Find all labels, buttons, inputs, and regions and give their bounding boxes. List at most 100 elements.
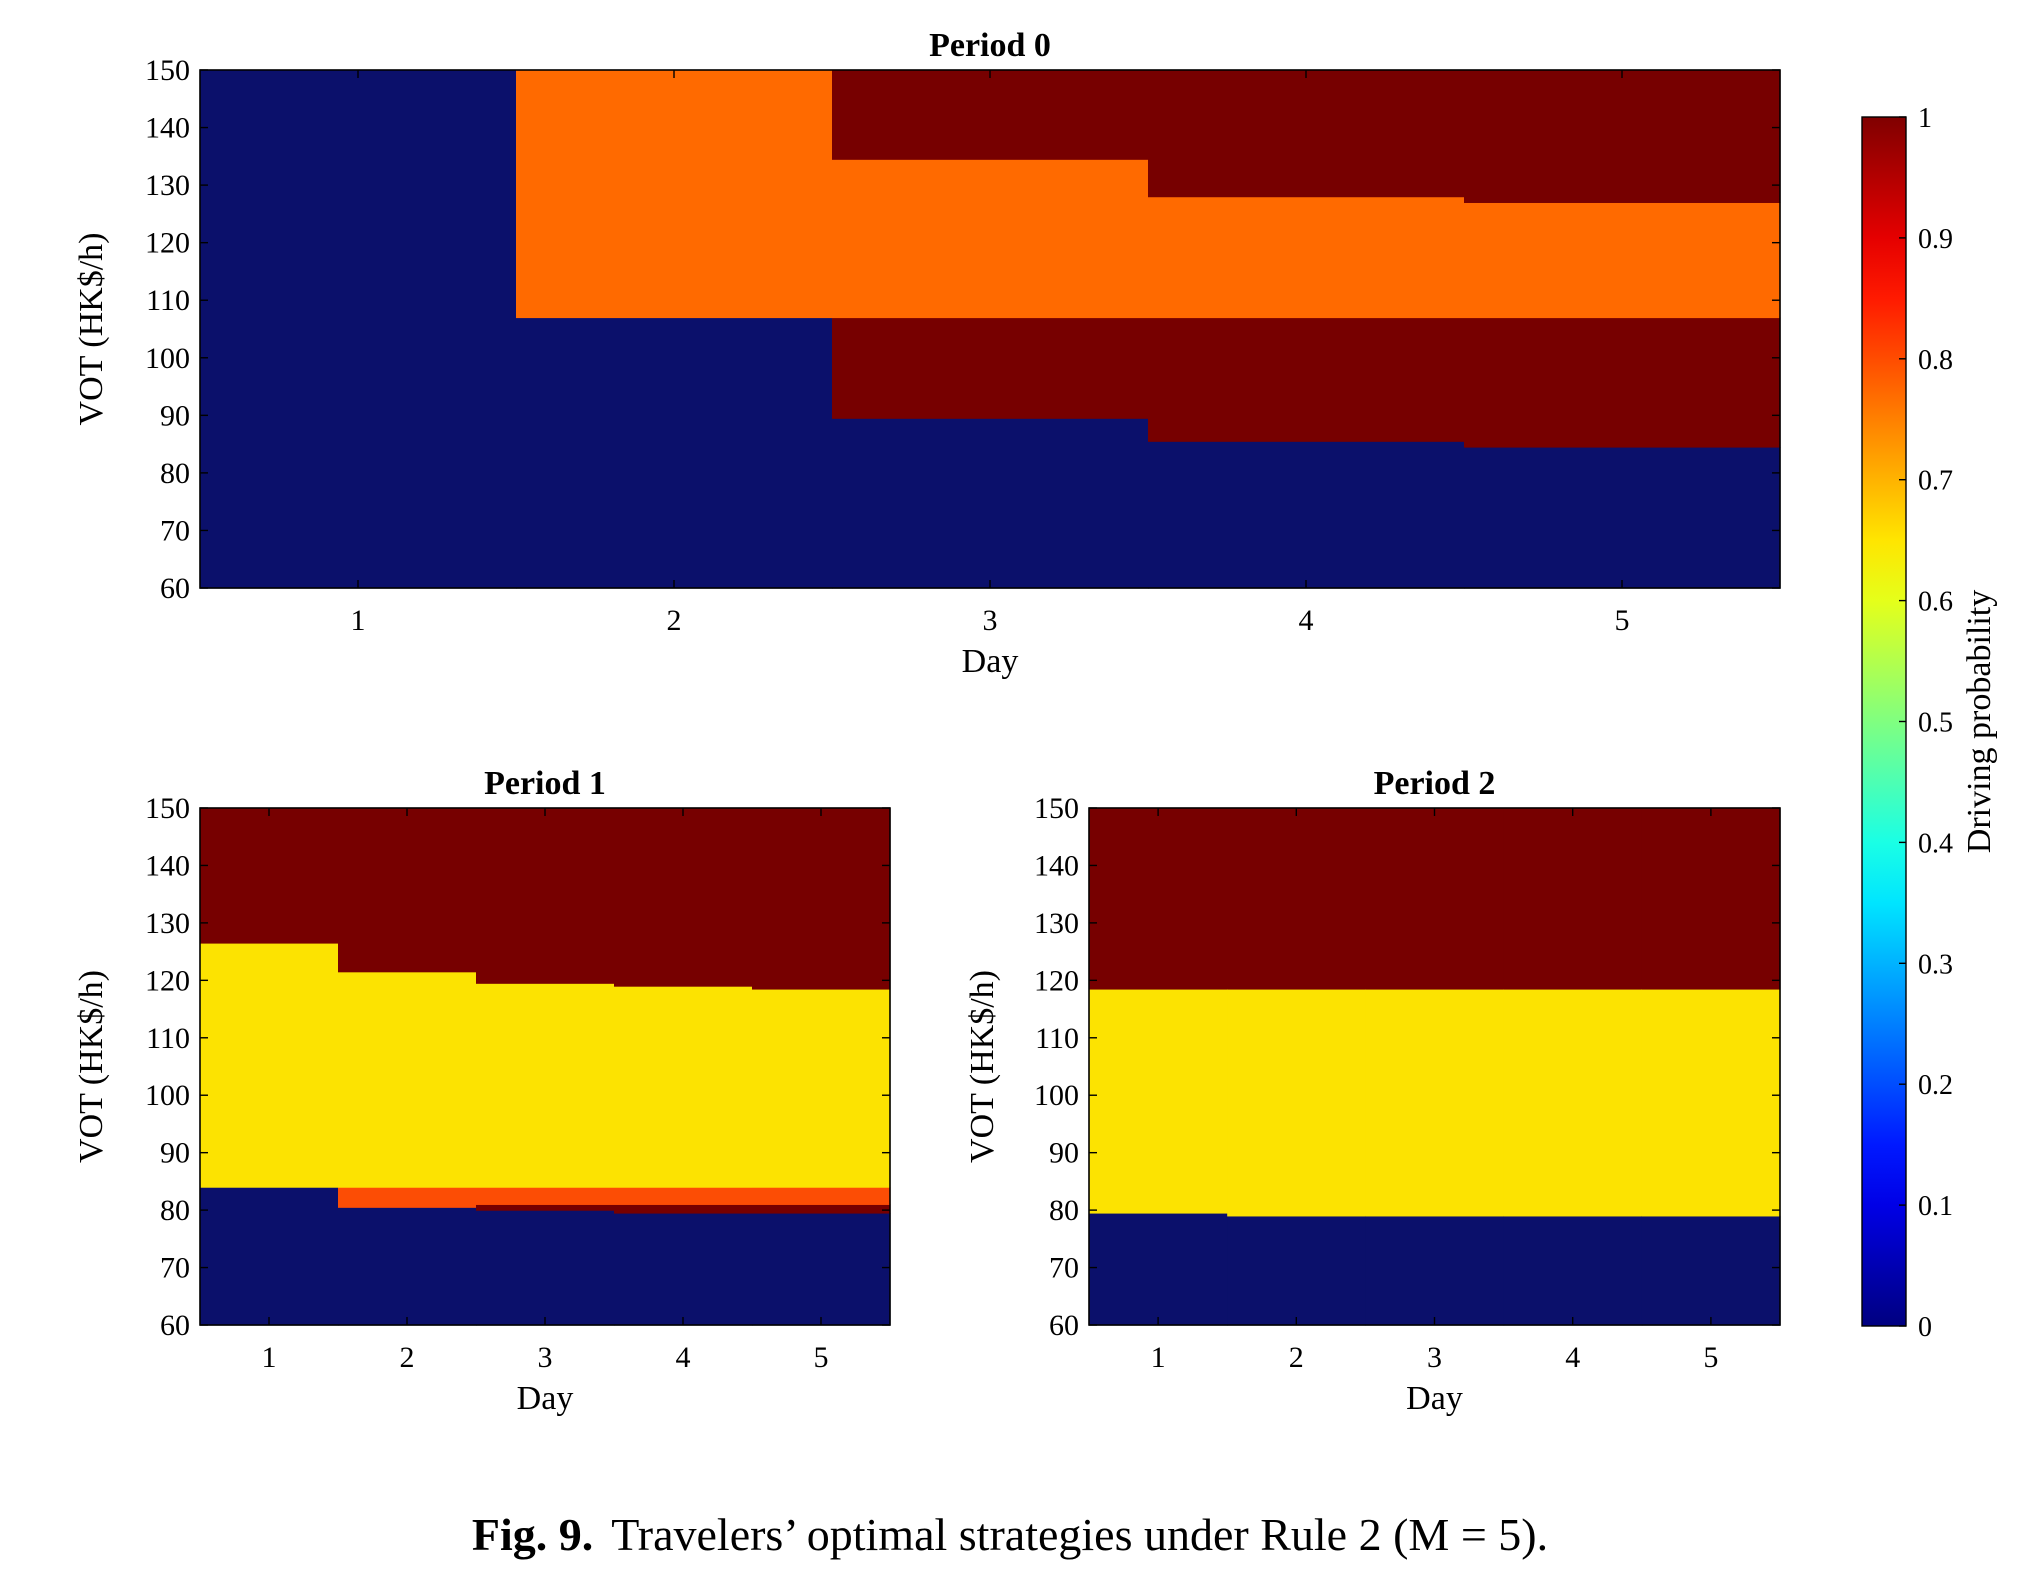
heatmap-cell	[476, 1210, 615, 1326]
y-tick-label: 140	[1034, 849, 1079, 882]
heatmap-cell	[1227, 988, 1366, 1217]
y-tick-label: 130	[145, 907, 190, 940]
y-tick-label: 90	[160, 399, 190, 432]
panel-title: Period 1	[484, 765, 606, 802]
colorbar-tick-label: 0.6	[1918, 587, 1953, 618]
x-tick-label: 1	[1151, 1341, 1166, 1374]
heatmap-cell	[1464, 317, 1781, 448]
x-tick-label: 4	[1565, 1341, 1580, 1374]
heatmap-cell	[1464, 70, 1781, 203]
heatmap-cell	[1464, 202, 1781, 319]
heatmap-cell	[200, 942, 339, 1188]
heatmap-cell	[752, 988, 891, 1188]
y-tick-label: 150	[145, 792, 190, 825]
heatmap-cell	[1089, 808, 1228, 990]
x-axis-label: Day	[517, 1380, 574, 1417]
heatmap-cell	[1641, 1215, 1781, 1326]
colorbar: 0 0.1 0.2 0.3 0.4 0.5 0.6 0.7 0.8 0.9 1 Driving pro…	[1861, 103, 1998, 1343]
heatmap-cell	[1148, 196, 1465, 319]
panel-title: Period 2	[1374, 765, 1496, 802]
y-tick-label: 90	[1049, 1137, 1079, 1170]
x-axis-label: Day	[1406, 1380, 1463, 1417]
heatmap-cell	[614, 1204, 753, 1214]
x-tick-label: 3	[538, 1341, 553, 1374]
heatmap-cell	[752, 1212, 891, 1326]
heatmap-cell	[1365, 808, 1505, 990]
y-tick-label: 120	[1034, 964, 1079, 997]
x-tick-label: 2	[400, 1341, 415, 1374]
heatmap-cell	[1089, 988, 1228, 1214]
panel-period-0: 60 70 80 90 100 110 120 130 140 150 1 2 3 4 5 Period 0 D…	[73, 27, 1781, 680]
heatmap-cell	[200, 70, 517, 589]
heatmap-cell	[1365, 1215, 1505, 1326]
heatmap-cell	[832, 317, 1149, 419]
colorbar-tick-label: 0.9	[1918, 224, 1953, 255]
colorbar-tick-label: 0.4	[1918, 828, 1953, 859]
x-axis-label: Day	[962, 643, 1019, 680]
heatmap-cell	[338, 808, 477, 973]
colorbar-tick-label: 1	[1918, 103, 1932, 134]
y-tick-label: 110	[146, 284, 190, 317]
heatmap-cell	[338, 1207, 477, 1326]
y-tick-label: 140	[145, 112, 190, 145]
x-tick-label: 1	[262, 1341, 277, 1374]
y-tick-label: 100	[145, 342, 190, 375]
y-tick-label: 80	[1049, 1194, 1079, 1227]
x-tick-label: 5	[814, 1341, 829, 1374]
y-tick-label: 70	[160, 1252, 190, 1285]
y-axis-label: VOT (HK$/h)	[73, 970, 110, 1163]
heatmap-cell	[338, 1187, 477, 1208]
y-tick-label: 60	[160, 572, 190, 605]
heatmap-cell	[832, 70, 1149, 160]
y-tick-label: 100	[1034, 1079, 1079, 1112]
y-axis-label: VOT (HK$/h)	[73, 233, 110, 426]
heatmap-cell	[1464, 446, 1781, 589]
heatmap-cell	[1227, 1215, 1366, 1326]
colorbar-tick-label: 0	[1918, 1312, 1932, 1343]
heatmap-cell	[200, 808, 339, 944]
colorbar-tick-label: 0.5	[1918, 708, 1953, 739]
heatmap-cell	[832, 159, 1149, 319]
y-axis-label: VOT (HK$/h)	[964, 970, 1001, 1163]
heatmap-cell	[1641, 808, 1781, 990]
x-tick-label: 4	[1299, 604, 1314, 637]
heatmap-cell	[1148, 70, 1465, 198]
x-tick-label: 4	[676, 1341, 691, 1374]
y-tick-label: 60	[160, 1309, 190, 1342]
figure-caption: Fig. 9. Travelers’ optimal strategies und…	[0, 1508, 2020, 1561]
heatmap-cell	[752, 1204, 891, 1214]
heatmap-cell	[338, 971, 477, 1188]
colorbar-tick-label: 0.1	[1918, 1191, 1953, 1222]
heatmap-cell	[1503, 808, 1643, 990]
y-tick-label: 90	[160, 1137, 190, 1170]
y-tick-label: 70	[1049, 1252, 1079, 1285]
heatmap-cell	[614, 986, 753, 1188]
colorbar-gradient	[1861, 116, 1907, 1327]
heatmap-cell	[1365, 988, 1505, 1217]
colorbar-tick-label: 0.8	[1918, 345, 1953, 376]
colorbar-label: Driving probability	[1961, 590, 1998, 853]
x-tick-label: 5	[1615, 604, 1630, 637]
colorbar-tick-label: 0.3	[1918, 949, 1953, 980]
heatmap-cell	[200, 1187, 339, 1326]
heatmap-cell	[614, 808, 753, 987]
caption-label: Fig. 9.	[471, 1509, 594, 1560]
y-tick-label: 80	[160, 1194, 190, 1227]
y-tick-label: 100	[145, 1079, 190, 1112]
panel-period-2: 60 70 80 90 100 110 120 130 140 150 1 2 3 4 5 Period 2 D…	[964, 765, 1781, 1417]
heatmap-cell	[516, 70, 833, 319]
y-tick-label: 140	[145, 849, 190, 882]
y-tick-label: 80	[160, 457, 190, 490]
heatmap-cell	[1227, 808, 1366, 990]
heatmap-cell	[1148, 317, 1465, 442]
colorbar-tick-label: 0.2	[1918, 1070, 1953, 1101]
y-tick-label: 110	[146, 1022, 190, 1055]
y-tick-label: 60	[1049, 1309, 1079, 1342]
heatmap-cell	[476, 1187, 615, 1205]
panel-title: Period 0	[929, 27, 1051, 64]
x-tick-label: 3	[983, 604, 998, 637]
heatmap-cell	[476, 983, 615, 1188]
heatmap-cell	[1503, 988, 1643, 1217]
